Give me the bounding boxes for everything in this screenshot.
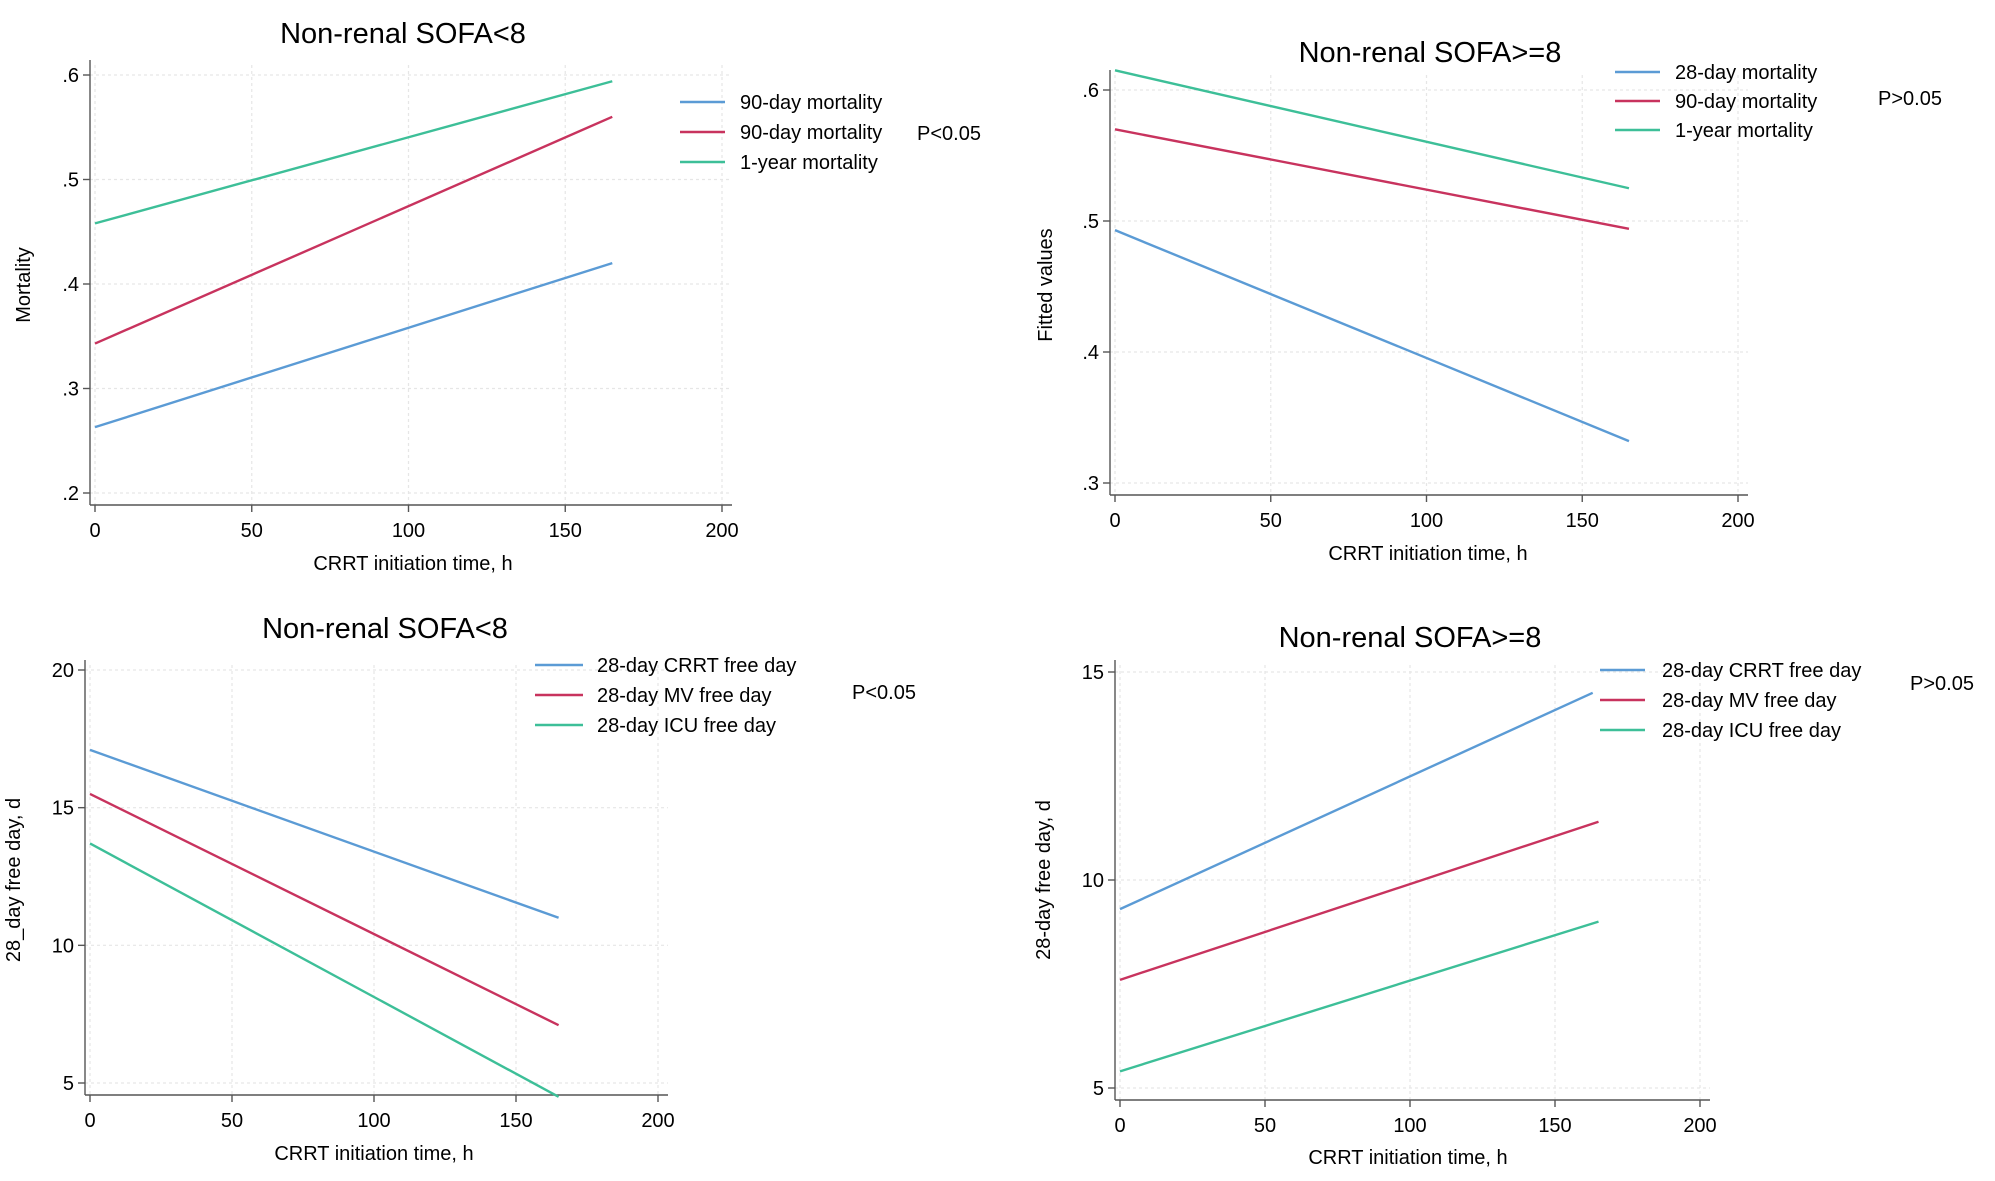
- x-tick-label: 0: [1109, 510, 1120, 532]
- p-value-annotation: P>0.05: [1878, 88, 1942, 110]
- x-tick-label: 100: [392, 520, 425, 542]
- y-tick-label: 5: [63, 1073, 74, 1095]
- y-tick-label: 10: [1082, 870, 1104, 892]
- legend-label: 1-year mortality: [740, 152, 878, 174]
- legend-label: 1-year mortality: [1675, 120, 1813, 142]
- x-axis-label: CRRT initiation time, h: [1308, 1147, 1507, 1169]
- series-line-2: [1119, 820, 1599, 981]
- legend-label: 90-day mortality: [740, 92, 882, 114]
- x-tick-label: 200: [641, 1110, 674, 1132]
- x-axis-label: CRRT initiation time, h: [313, 553, 512, 575]
- series-line-1: [1114, 229, 1630, 443]
- legend-label: 90-day mortality: [740, 122, 882, 144]
- chart-title: Non-renal SOFA>=8: [1279, 622, 1542, 654]
- legend-label: 28-day ICU free day: [1662, 720, 1841, 742]
- chart-title: Non-renal SOFA<8: [262, 613, 508, 645]
- y-tick-label: .6: [1082, 80, 1099, 102]
- x-tick-label: 100: [1410, 510, 1443, 532]
- y-tick-label: 5: [1093, 1078, 1104, 1100]
- series-line-2: [1114, 128, 1630, 231]
- x-tick-label: 50: [221, 1110, 243, 1132]
- legend-label: 28-day ICU free day: [597, 715, 776, 737]
- x-tick-label: 150: [1538, 1115, 1571, 1137]
- y-tick-label: 15: [52, 798, 74, 820]
- y-tick-label: .5: [1082, 211, 1099, 233]
- y-tick-label: .2: [62, 483, 79, 505]
- legend-label: 28-day CRRT free day: [597, 655, 796, 677]
- y-tick-label: .3: [1082, 473, 1099, 495]
- x-axis-label: CRRT initiation time, h: [274, 1143, 473, 1165]
- y-axis-label: 28_day free day, d: [3, 798, 25, 962]
- x-tick-label: 50: [1260, 510, 1282, 532]
- x-tick-label: 150: [549, 520, 582, 542]
- y-tick-label: 10: [52, 935, 74, 957]
- x-tick-label: 0: [84, 1110, 95, 1132]
- chart-panel-1: .2 .3 .4 .5 .6 0 50 100 150 200 Non-renal SOFA<8 CR…: [13, 18, 981, 575]
- y-tick-label: 15: [1082, 662, 1104, 684]
- y-tick-label: .4: [62, 274, 79, 296]
- series-line-2: [89, 792, 560, 1027]
- x-tick-label: 50: [241, 520, 263, 542]
- legend-label: 28-day mortality: [1675, 62, 1817, 84]
- series-line-1: [94, 261, 613, 429]
- y-tick-label: .6: [62, 65, 79, 87]
- p-value-annotation: P<0.05: [917, 123, 981, 145]
- x-axis-label: CRRT initiation time, h: [1328, 543, 1527, 565]
- x-tick-label: 50: [1254, 1115, 1276, 1137]
- legend-label: 28-day MV free day: [597, 685, 772, 707]
- x-tick-label: 200: [1683, 1115, 1716, 1137]
- y-tick-label: .5: [62, 170, 79, 192]
- series-line-3: [94, 80, 613, 225]
- x-tick-label: 200: [705, 520, 738, 542]
- series-line-1: [1119, 691, 1594, 911]
- y-tick-label: 20: [52, 660, 74, 682]
- series-line-2: [94, 115, 613, 345]
- y-axis-label: 28-day free day, d: [1033, 800, 1055, 960]
- series-line-3: [1114, 69, 1630, 190]
- x-tick-label: 0: [1114, 1115, 1125, 1137]
- x-tick-label: 100: [1393, 1115, 1426, 1137]
- x-tick-label: 200: [1721, 510, 1754, 532]
- y-tick-label: .4: [1082, 342, 1099, 364]
- chart-panel-2: .3 .4 .5 .6 0 50 100 150 200 Non-renal SOFA>=8 CRR…: [1035, 37, 1942, 565]
- x-tick-label: 150: [1566, 510, 1599, 532]
- series-line-3: [1119, 920, 1599, 1073]
- x-tick-label: 150: [499, 1110, 532, 1132]
- chart-title: Non-renal SOFA<8: [280, 18, 526, 50]
- p-value-annotation: P>0.05: [1910, 673, 1974, 695]
- x-tick-label: 0: [89, 520, 100, 542]
- y-axis-label: Fitted values: [1035, 228, 1057, 341]
- y-tick-label: .3: [62, 379, 79, 401]
- series-line-1: [89, 748, 560, 919]
- legend-label: 28-day MV free day: [1662, 690, 1837, 712]
- chart-title: Non-renal SOFA>=8: [1299, 37, 1562, 69]
- legend-label: 28-day CRRT free day: [1662, 660, 1861, 682]
- legend-label: 90-day mortality: [1675, 91, 1817, 113]
- series-line-3: [89, 842, 560, 1098]
- y-axis-label: Mortality: [13, 247, 35, 323]
- x-tick-label: 100: [357, 1110, 390, 1132]
- p-value-annotation: P<0.05: [852, 682, 916, 704]
